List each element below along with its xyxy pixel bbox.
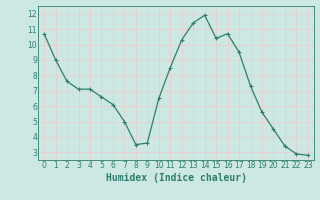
X-axis label: Humidex (Indice chaleur): Humidex (Indice chaleur) xyxy=(106,173,246,183)
